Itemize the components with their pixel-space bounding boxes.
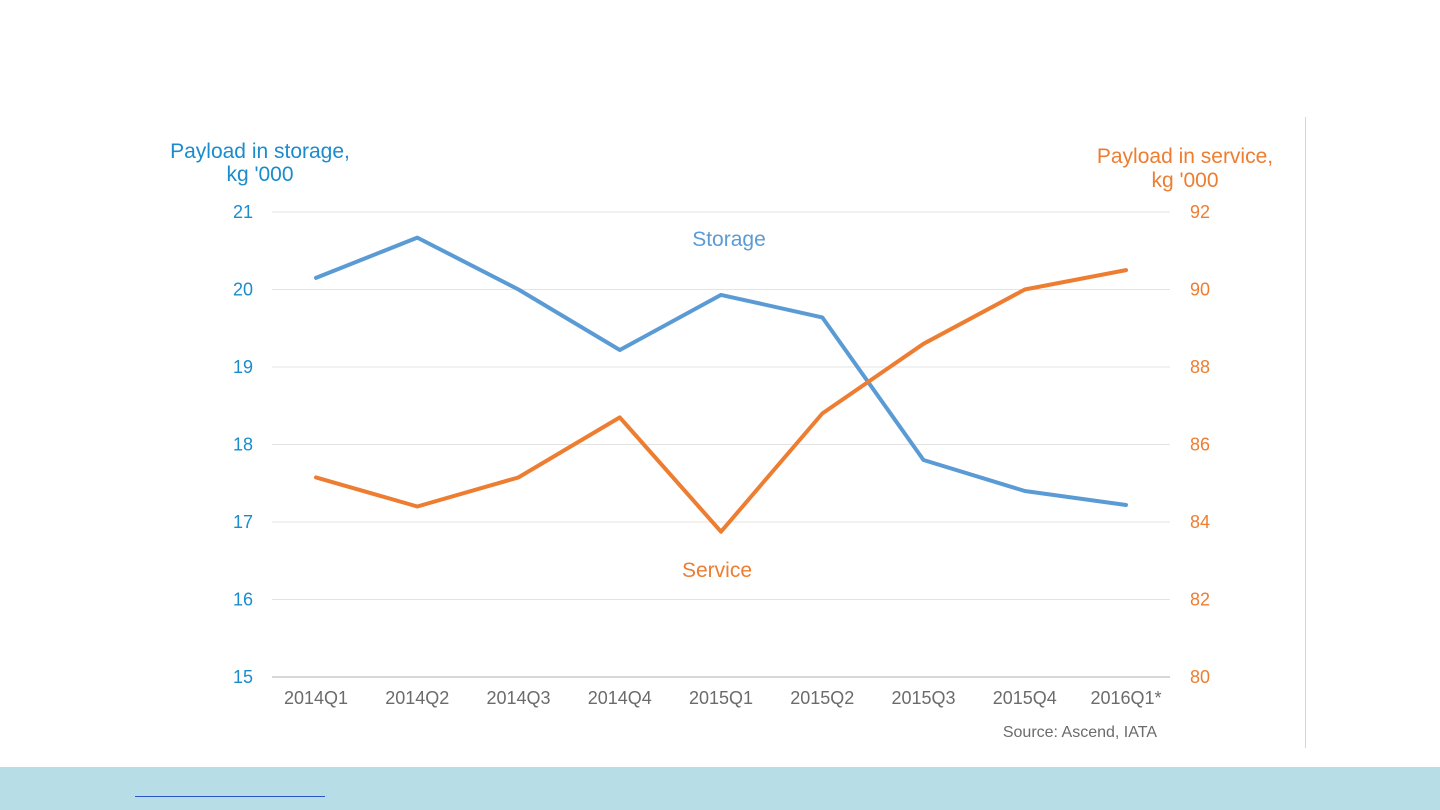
x-tick-label: 2015Q4 <box>993 688 1057 708</box>
gridlines <box>272 211 1170 678</box>
payload-line-chart: Payload in storage, kg '000 Payload in s… <box>170 140 1273 741</box>
left-tick-label: 18 <box>233 435 253 455</box>
footer-link[interactable] <box>135 796 325 797</box>
left-axis-title-line-1: Payload in storage, <box>170 140 350 163</box>
right-axis-title-line-1: Payload in service, <box>1097 145 1273 168</box>
left-tick-label: 15 <box>233 667 253 687</box>
x-tick-label: 2015Q3 <box>891 688 955 708</box>
right-axis-title-line-2: kg '000 <box>1151 169 1218 192</box>
right-tick-label: 84 <box>1190 512 1210 532</box>
left-tick-label: 21 <box>233 202 253 222</box>
series-lines <box>314 235 1128 534</box>
source-note: Source: Ascend, IATA <box>1003 724 1157 741</box>
x-tick-label: 2014Q3 <box>486 688 550 708</box>
left-tick-label: 19 <box>233 357 253 377</box>
right-tick-label: 86 <box>1190 435 1210 455</box>
left-axis-title-line-2: kg '000 <box>226 163 293 186</box>
right-tick-label: 88 <box>1190 357 1210 377</box>
left-tick-label: 17 <box>233 512 253 532</box>
right-axis-ticks: 92 90 88 86 84 82 80 <box>1190 202 1210 687</box>
footer-band <box>0 767 1440 810</box>
x-tick-label: 2015Q1 <box>689 688 753 708</box>
storage-series-label: Storage <box>692 228 766 251</box>
left-tick-label: 16 <box>233 590 253 610</box>
service-series-label: Service <box>682 559 752 582</box>
slide-divider <box>1305 117 1306 748</box>
x-tick-label: 2014Q2 <box>385 688 449 708</box>
left-tick-label: 20 <box>233 280 253 300</box>
right-tick-label: 92 <box>1190 202 1210 222</box>
x-tick-label: 2014Q4 <box>588 688 652 708</box>
x-tick-label: 2014Q1 <box>284 688 348 708</box>
left-axis-ticks: 21 20 19 18 17 16 15 <box>233 202 253 687</box>
right-tick-label: 90 <box>1190 280 1210 300</box>
x-tick-label: 2016Q1* <box>1090 688 1161 708</box>
service-series-line <box>314 268 1128 534</box>
x-axis-ticks: 2014Q1 2014Q2 2014Q3 2014Q4 2015Q1 2015Q2 2015… <box>284 688 1162 708</box>
storage-series-line <box>314 235 1128 507</box>
right-tick-label: 80 <box>1190 667 1210 687</box>
right-tick-label: 82 <box>1190 590 1210 610</box>
x-tick-label: 2015Q2 <box>790 688 854 708</box>
